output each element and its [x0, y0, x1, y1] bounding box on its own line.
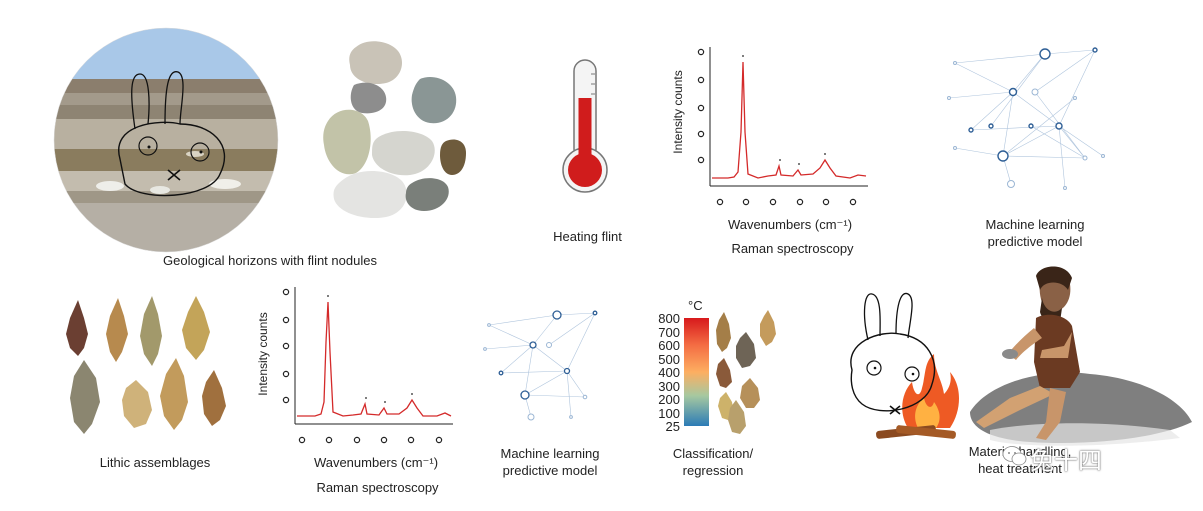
- spectrum-ylabel: Intensity counts: [671, 70, 685, 153]
- caption-ml-top-line2: predictive model: [987, 234, 1083, 249]
- colorbar-tick-label: 700: [658, 324, 680, 340]
- caption-heating: Heating flint: [553, 229, 622, 244]
- temperature-colorbar: °C 800 700 600 500 400 300 200 100 25: [636, 298, 718, 433]
- colorbar-tick-label: 500: [658, 351, 680, 367]
- caption-material-line2: heat treatment: [978, 461, 1062, 476]
- spectrum-xlabel-top: Wavenumbers (cm⁻¹): [727, 217, 853, 232]
- caption-classification-line2: regression: [682, 463, 744, 478]
- colorbar-tick-label: 25: [665, 419, 680, 434]
- colorbar-tick-label: 200: [658, 392, 680, 407]
- caption-ml-top-line1: Machine learning: [985, 217, 1085, 232]
- colorbar-tick-label: 400: [658, 365, 680, 380]
- caption-ml-bottom-line2: predictive model: [502, 463, 598, 478]
- geological-horizons-illustration: [53, 27, 279, 253]
- network-icon: [947, 47, 1105, 190]
- heat-treatment-scene: [850, 266, 1192, 446]
- spectrum-ylabel-bottom: Intensity counts: [256, 312, 270, 395]
- caption-ml-top: Machine learning predictive model: [965, 216, 1105, 250]
- colorbar-tick-label: 800: [658, 311, 680, 326]
- lithic-assemblages-illustration: [66, 296, 226, 434]
- classified-points-illustration: [716, 310, 776, 434]
- colorbar-tick-label: 100: [658, 405, 680, 421]
- caption-ml-bottom-line1: Machine learning: [500, 446, 600, 461]
- colorbar-unit: °C: [688, 298, 703, 313]
- caption-lithic: Lithic assemblages: [99, 455, 211, 470]
- colorbar-gradient: [684, 318, 709, 426]
- colorbar-ticks: 800 700 600 500 400 300 200 100 25: [636, 311, 680, 434]
- caption-ml-bottom: Machine learning predictive model: [480, 445, 620, 479]
- caption-raman-bottom: Raman spectroscopy: [316, 480, 439, 495]
- raman-spectrum-bottom: Intensity counts: [256, 287, 453, 444]
- x-axis-ticks: [716, 198, 857, 206]
- thermometer-icon: [562, 59, 608, 193]
- raman-spectrum-top: Intensity counts: [671, 47, 868, 206]
- wechat-icon: [1002, 446, 1027, 466]
- colorbar-tick-label: 300: [658, 378, 680, 394]
- network-icon-small: [483, 310, 598, 421]
- watermark-text: 兔十四: [1030, 447, 1102, 475]
- caption-geological: Geological horizons with flint nodules: [163, 253, 377, 268]
- caption-classification-line1: Classification/: [672, 446, 754, 461]
- caption-classification: Classification/ regression: [648, 445, 778, 479]
- spectrum-xlabel-bottom: Wavenumbers (cm⁻¹): [313, 455, 439, 470]
- colorbar-tick-label: 600: [658, 338, 680, 353]
- y-axis-ticks: [697, 48, 705, 164]
- spectrum-line: [712, 61, 867, 179]
- flint-nodules-illustration: [323, 41, 466, 219]
- caption-raman-top: Raman spectroscopy: [731, 241, 854, 256]
